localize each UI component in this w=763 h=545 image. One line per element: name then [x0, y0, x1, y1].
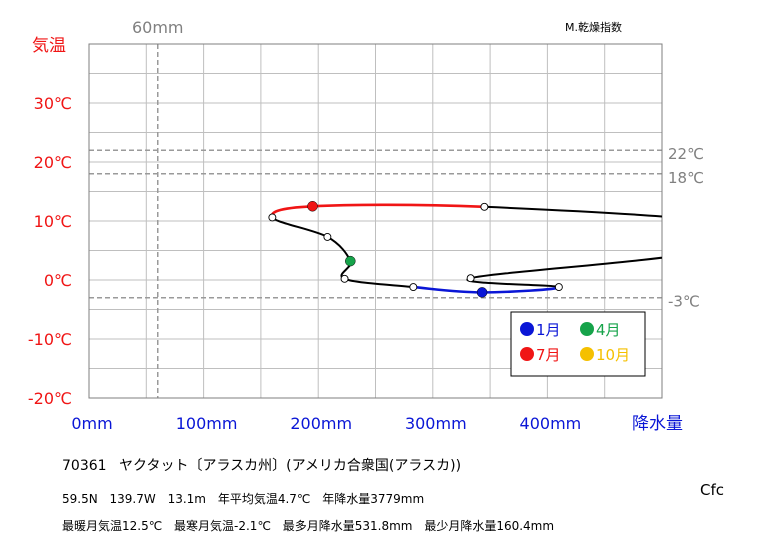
extremes-line: 最暖月気温12.5℃ 最寒月気温-2.1℃ 最多月降水量531.8mm 最少月降…	[62, 517, 562, 534]
reference-label-temp: -3℃	[668, 293, 700, 311]
legend-marker	[580, 322, 594, 336]
point-month-2	[409, 283, 418, 292]
plot-frame	[88, 43, 663, 399]
points-layer	[268, 201, 563, 298]
latitude: 59.5N	[62, 492, 98, 506]
y-tick-label: 10℃	[34, 212, 72, 231]
x-tick-label: 0mm	[71, 414, 112, 433]
x-axis-title: 降水量	[632, 414, 683, 434]
point-month-7	[307, 201, 318, 212]
y-axis-title: 気温	[32, 36, 66, 56]
legend-marker	[580, 347, 594, 361]
wettest-month: 最多月降水量531.8mm	[282, 519, 413, 533]
point-month-11	[466, 274, 475, 283]
point-month-5	[323, 232, 332, 241]
y-tick-label: 20℃	[34, 153, 72, 172]
point-month-3	[340, 274, 349, 283]
reference-lines	[89, 44, 662, 398]
reference-label-precip: 60mm	[132, 18, 184, 37]
x-tick-label: 300mm	[405, 414, 467, 433]
coldest-month: 最寒月気温-2.1℃	[174, 519, 271, 533]
station-line: 70361 ヤクタット〔アラスカ州〕(アメリカ合衆国(アラスカ))	[62, 455, 469, 475]
warmest-month: 最暖月気温12.5℃	[62, 519, 163, 533]
legend-label: 1月	[536, 321, 561, 339]
series-segment	[270, 203, 485, 219]
x-tick-label: 100mm	[176, 414, 238, 433]
point-month-8	[480, 202, 489, 211]
legend-label: 10月	[596, 346, 630, 364]
x-tick-label: 200mm	[290, 414, 352, 433]
station-id: 70361	[62, 458, 107, 474]
climate-code: Cfc	[700, 481, 725, 499]
driest-month: 最少月降水量160.4mm	[424, 519, 555, 533]
annual-precipitation: 年降水量3779mm	[322, 492, 425, 506]
reference-label-temp: 18℃	[668, 169, 704, 187]
x-tick-labels: 0mm 100mm 200mm 300mm 400mm	[71, 414, 581, 433]
legend-label: 4月	[596, 321, 621, 339]
reference-label-temp: 22℃	[668, 145, 704, 163]
y-tick-labels: -20℃ -10℃ 0℃ 10℃ 20℃ 30℃	[28, 94, 72, 408]
legend: 1月 4月 7月 10月	[510, 311, 646, 377]
legend-marker	[520, 347, 534, 361]
elevation: 13.1m	[167, 492, 206, 506]
y-tick-label: -10℃	[28, 330, 72, 349]
longitude: 139.7W	[109, 492, 156, 506]
y-tick-label: 30℃	[34, 94, 72, 113]
point-month-12	[554, 283, 563, 292]
legend-box	[510, 311, 646, 377]
location-line: 59.5N 139.7W 13.1m 年平均気温4.7℃ 年降水量3779mm	[62, 490, 432, 507]
legend-label: 7月	[536, 346, 561, 364]
y-tick-label: -20℃	[28, 389, 72, 408]
dryness-index-label: M.乾燥指数	[565, 20, 622, 34]
legend-marker	[520, 322, 534, 336]
station-name: ヤクタット〔アラスカ州〕(アメリカ合衆国(アラスカ))	[119, 458, 462, 474]
x-tick-label: 400mm	[520, 414, 582, 433]
point-month-6	[268, 213, 277, 222]
y-tick-label: 0℃	[44, 271, 72, 290]
mean-temperature: 年平均気温4.7℃	[217, 492, 311, 506]
point-month-1	[476, 287, 488, 298]
point-month-4	[345, 255, 356, 267]
reference-labels: 60mm 22℃ 18℃ -3℃	[132, 18, 704, 311]
